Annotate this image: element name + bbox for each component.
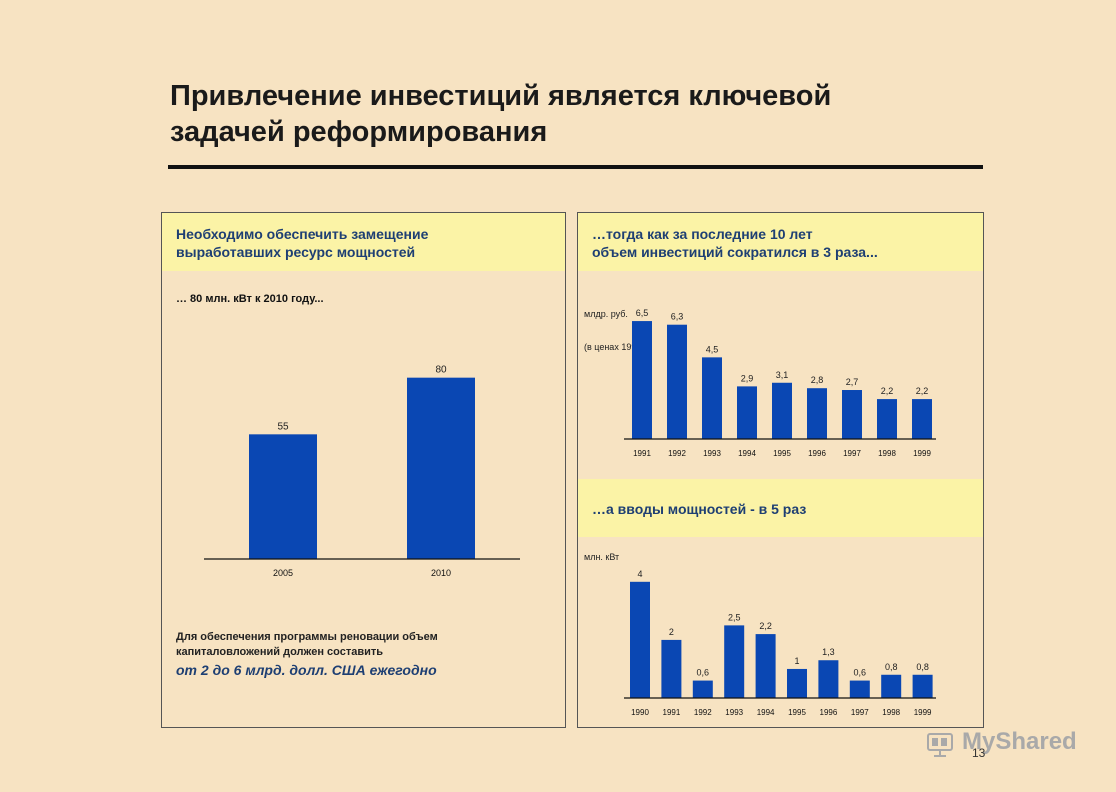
inp-bar-1999 <box>912 674 933 698</box>
title-line-1: Привлечение инвестиций является ключевой <box>170 80 832 112</box>
inp-tick-label-1991: 1991 <box>663 708 681 717</box>
inv-tick-label-1999: 1999 <box>913 449 931 458</box>
inp-bar-1995 <box>787 668 807 698</box>
inv-tick-label-1996: 1996 <box>808 449 826 458</box>
capacity-unit-label: млн. кВт <box>584 552 620 562</box>
inv-bar-1994 <box>737 386 757 439</box>
left-footer-line-2: капиталовложений должен составить <box>176 646 384 658</box>
inv-bar-1999 <box>912 399 932 439</box>
cap-bar-2010 <box>407 377 475 559</box>
inp-value-label-1999: 0,8 <box>916 662 929 672</box>
inp-tick-label-1997: 1997 <box>851 708 869 717</box>
inv-bar-1993 <box>702 357 722 439</box>
inv-value-label-1997: 2,7 <box>846 377 859 387</box>
left-band-line-2: выработавших ресурс мощностей <box>176 244 416 260</box>
inp-bar-1996 <box>818 660 839 698</box>
inp-tick-label-1993: 1993 <box>725 708 743 717</box>
page-number: 13 <box>972 746 986 760</box>
inp-value-label-1998: 0,8 <box>885 662 898 672</box>
cap-value-label-2010: 80 <box>435 365 447 376</box>
right-panel: …тогда как за последние 10 лет объем инв… <box>577 212 984 728</box>
inp-tick-label-1999: 1999 <box>914 708 932 717</box>
inv-tick-label-1997: 1997 <box>843 449 861 458</box>
cap-bar-2005 <box>249 434 317 559</box>
inv-bar-1996 <box>807 388 827 439</box>
inv-value-label-1998: 2,2 <box>881 386 894 396</box>
inp-tick-label-1998: 1998 <box>882 708 900 717</box>
inv-tick-label-1998: 1998 <box>878 449 896 458</box>
left-footer: Для обеспечения программы реновации объе… <box>176 630 438 660</box>
cap-tick-label-2010: 2010 <box>431 568 451 578</box>
right-top-band-text: …тогда как за последние 10 лет объем инв… <box>592 225 878 261</box>
left-band: Необходимо обеспечить замещение выработа… <box>162 213 565 271</box>
inv-bar-1997 <box>842 390 862 439</box>
inv-tick-label-1991: 1991 <box>633 449 651 458</box>
inp-bar-1994 <box>755 634 776 698</box>
inv-value-label-1993: 4,5 <box>706 344 719 354</box>
inp-value-label-1997: 0,6 <box>854 668 867 678</box>
inp-tick-label-1994: 1994 <box>757 708 775 717</box>
right-top-band: …тогда как за последние 10 лет объем инв… <box>578 213 983 271</box>
inp-value-label-1993: 2,5 <box>728 612 741 622</box>
watermark-logo-icon <box>926 731 956 757</box>
inv-bar-1998 <box>877 399 897 439</box>
inp-bar-1991 <box>661 639 682 698</box>
right-bottom-band-text: …а вводы мощностей - в 5 раз <box>592 501 807 517</box>
inv-tick-label-1992: 1992 <box>668 449 686 458</box>
inp-tick-label-1992: 1992 <box>694 708 712 717</box>
inv-bar-1992 <box>667 324 687 439</box>
inp-tick-label-1995: 1995 <box>788 708 806 717</box>
inp-bar-1993 <box>724 625 745 698</box>
inp-bar-1992 <box>692 680 713 698</box>
left-band-text: Необходимо обеспечить замещение выработа… <box>176 225 428 261</box>
chart-capacity-2005-2010: 55 2005 80 2010 <box>204 365 520 578</box>
cap-tick-label-2005: 2005 <box>273 568 293 578</box>
left-footer-highlight: от 2 до 6 млрд. долл. США ежегодно <box>176 662 437 678</box>
left-band-line-1: Необходимо обеспечить замещение <box>176 226 429 242</box>
watermark: MyShared <box>962 728 1077 755</box>
page-title: Привлечение инвестиций является ключевой… <box>170 78 990 150</box>
inp-value-label-1992: 0,6 <box>697 668 710 678</box>
chart-investment-1991-1999: 6,5 1991 6,3 1992 4,5 1993 2,9 1994 3,1 1995 2,8 19… <box>624 308 936 458</box>
inp-value-label-1996: 1,3 <box>822 647 835 657</box>
inv-value-label-1991: 6,5 <box>636 308 649 318</box>
right-top-band-line-1: …тогда как за последние 10 лет <box>592 226 813 242</box>
inv-tick-label-1994: 1994 <box>738 449 756 458</box>
inp-value-label-1994: 2,2 <box>759 621 772 631</box>
left-subhead: … 80 млн. кВт к 2010 году... <box>176 293 324 305</box>
right-bottom-band: …а вводы мощностей - в 5 раз <box>578 479 983 537</box>
inv-value-label-1994: 2,9 <box>741 373 754 383</box>
inv-value-label-1995: 3,1 <box>776 370 789 380</box>
left-footer-line-1: Для обеспечения программы реновации объе… <box>176 631 438 643</box>
left-panel: Необходимо обеспечить замещение выработа… <box>161 212 566 728</box>
inp-value-label-1991: 2 <box>669 627 674 637</box>
inp-bar-1997 <box>849 680 870 698</box>
right-top-band-line-2: объем инвестиций сократился в 3 раза... <box>592 244 878 260</box>
inp-tick-label-1990: 1990 <box>631 708 649 717</box>
inv-bar-1991 <box>632 321 652 439</box>
inv-value-label-1999: 2,2 <box>916 386 929 396</box>
inv-tick-label-1995: 1995 <box>773 449 791 458</box>
inp-value-label-1990: 4 <box>637 569 642 579</box>
inv-bar-1995 <box>772 382 792 439</box>
title-divider <box>168 165 983 169</box>
investment-unit-line-1: млдр. руб. <box>584 309 628 319</box>
inv-value-label-1992: 6,3 <box>671 312 684 322</box>
inv-value-label-1996: 2,8 <box>811 375 824 385</box>
inv-tick-label-1993: 1993 <box>703 449 721 458</box>
inp-bar-1990 <box>630 581 650 698</box>
cap-value-label-2005: 55 <box>277 421 289 432</box>
inp-bar-1998 <box>881 674 902 698</box>
chart-capacity-input-1990-1999: 4 1990 2 1991 0,6 1992 2,5 1993 2,2 1994 1 1995 1,3 1… <box>624 569 936 717</box>
inp-value-label-1995: 1 <box>794 656 799 666</box>
inp-tick-label-1996: 1996 <box>820 708 838 717</box>
title-line-2: задачей реформирования <box>170 116 548 148</box>
